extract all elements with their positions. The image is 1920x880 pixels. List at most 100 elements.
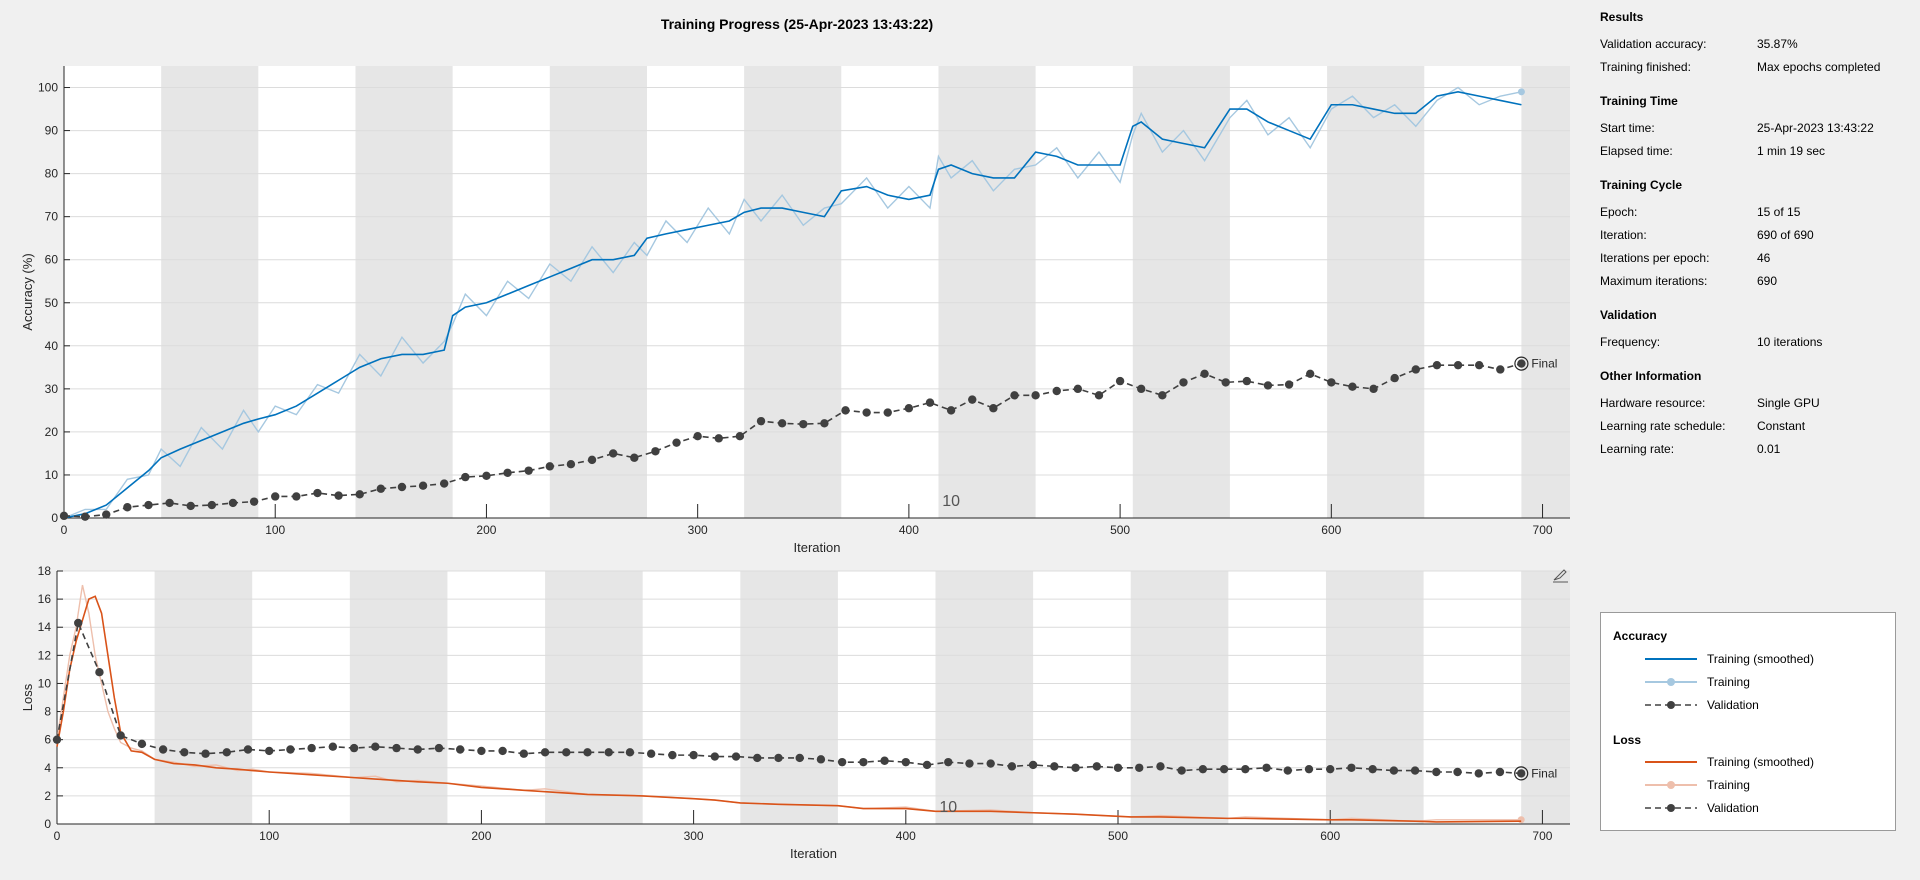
info-key: Training finished: <box>1600 59 1691 74</box>
info-row: Iterations per epoch: 46 <box>1600 246 1900 269</box>
validation-point <box>668 750 677 760</box>
legend-acc-smoothed-label: Training (smoothed) <box>1707 652 1814 666</box>
validation-point <box>376 484 386 493</box>
validation-point <box>59 511 69 521</box>
validation-point <box>413 745 422 754</box>
validation-point <box>1283 766 1292 775</box>
validation-point <box>986 759 995 768</box>
validation-point <box>1094 391 1104 400</box>
epoch-band <box>349 571 448 824</box>
epoch-band <box>1130 571 1229 824</box>
validation-point <box>434 743 444 753</box>
info-key: Hardware resource: <box>1600 395 1706 410</box>
info-row: Epoch: 15 of 15 <box>1600 200 1900 223</box>
validation-point <box>1115 376 1125 386</box>
validation-point <box>989 404 998 413</box>
legend-loss-validation-label: Validation <box>1707 801 1759 815</box>
info-value: 25-Apr-2023 13:43:22 <box>1757 120 1874 135</box>
info-row: Validation accuracy: 35.87% <box>1600 32 1900 55</box>
y-tick-label: 50 <box>45 296 59 310</box>
y-tick-label: 80 <box>45 167 59 181</box>
validation-point <box>461 472 470 482</box>
y-tick-label: 8 <box>44 705 51 719</box>
legend-loss-smoothed: Training (smoothed) <box>1643 752 1814 772</box>
training-cycle-title: Training Cycle <box>1600 178 1683 192</box>
legend-acc-smoothed-swatch <box>1645 658 1697 660</box>
validation-point <box>1050 762 1059 771</box>
y-tick-label: 30 <box>45 382 59 396</box>
results-rows: Validation accuracy: 35.87% Training finis… <box>1600 32 1900 78</box>
validation-point <box>1028 760 1038 770</box>
validation-point <box>540 748 550 757</box>
validation-point <box>328 742 338 751</box>
validation-point <box>862 408 871 417</box>
y-tick-label: 0 <box>44 817 51 831</box>
validation-point <box>123 503 132 512</box>
y-tick-label: 2 <box>44 789 51 803</box>
info-value: 690 <box>1757 273 1778 288</box>
info-key: Start time: <box>1600 120 1655 135</box>
x-tick-label: 100 <box>265 523 285 537</box>
validation-point <box>158 745 168 754</box>
validation-point <box>207 500 217 510</box>
validation-point <box>756 416 766 426</box>
x-tick-label: 700 <box>1532 829 1552 843</box>
validation-point <box>482 471 491 481</box>
validation-point <box>201 749 210 758</box>
epoch-band <box>1521 66 1570 518</box>
info-value: 35.87% <box>1757 36 1798 51</box>
info-key: Maximum iterations: <box>1600 273 1708 288</box>
validation-point <box>1071 763 1080 772</box>
epoch-band <box>549 66 647 518</box>
brush-icon <box>1553 569 1568 583</box>
validation-point <box>904 404 914 413</box>
info-value: 15 of 15 <box>1757 204 1801 219</box>
y-tick-label: 70 <box>45 210 59 224</box>
info-key: Elapsed time: <box>1600 143 1673 158</box>
validation-point <box>795 753 804 763</box>
validation-point <box>1135 763 1144 772</box>
validation-point <box>271 492 280 501</box>
legend-loss-training: Training <box>1643 775 1750 795</box>
y-tick-label: 18 <box>38 564 52 578</box>
epoch-band <box>935 571 1034 824</box>
validation-point <box>1137 384 1146 394</box>
validation-point <box>1007 762 1017 771</box>
y-tick-label: 90 <box>45 124 59 138</box>
y-tick-label: 10 <box>38 676 52 690</box>
y-tick-label: 16 <box>38 592 52 606</box>
validation-point <box>1198 764 1208 774</box>
validation-point <box>102 510 111 519</box>
results-title: Results <box>1600 10 1644 24</box>
validation-point <box>1156 762 1165 771</box>
info-key: Validation accuracy: <box>1600 36 1707 51</box>
validation-point <box>1369 384 1378 394</box>
epoch-band <box>1325 571 1424 824</box>
series-line <box>56 620 1522 775</box>
legend-acc-training: Training <box>1643 672 1750 692</box>
final-label: Final <box>1531 766 1557 780</box>
validation-point <box>1073 384 1083 394</box>
info-value: Single GPU <box>1757 395 1820 410</box>
validation-point <box>689 750 698 760</box>
validation-point <box>439 479 449 488</box>
info-row: Start time: 25-Apr-2023 13:43:22 <box>1600 116 1900 139</box>
info-value: 0.01 <box>1757 441 1781 456</box>
validation-point <box>1453 767 1462 777</box>
epoch-annotation: 10 <box>942 493 960 510</box>
info-row: Iteration: 690 of 690 <box>1600 223 1900 246</box>
info-row: Elapsed time: 1 min 19 sec <box>1600 139 1900 162</box>
epoch-annotation: 10 <box>939 799 957 816</box>
x-axis-label: Iteration <box>790 846 837 861</box>
validation-point <box>228 498 238 508</box>
info-key: Iteration: <box>1600 227 1647 242</box>
validation-point <box>922 760 932 770</box>
validation-point <box>651 447 660 456</box>
epoch-band <box>1327 66 1425 518</box>
final-marker <box>1514 356 1529 371</box>
validation-point <box>545 462 555 471</box>
validation-point <box>604 748 613 757</box>
validation-point <box>116 731 125 740</box>
validation-point <box>1516 769 1526 778</box>
validation-point <box>841 406 850 415</box>
